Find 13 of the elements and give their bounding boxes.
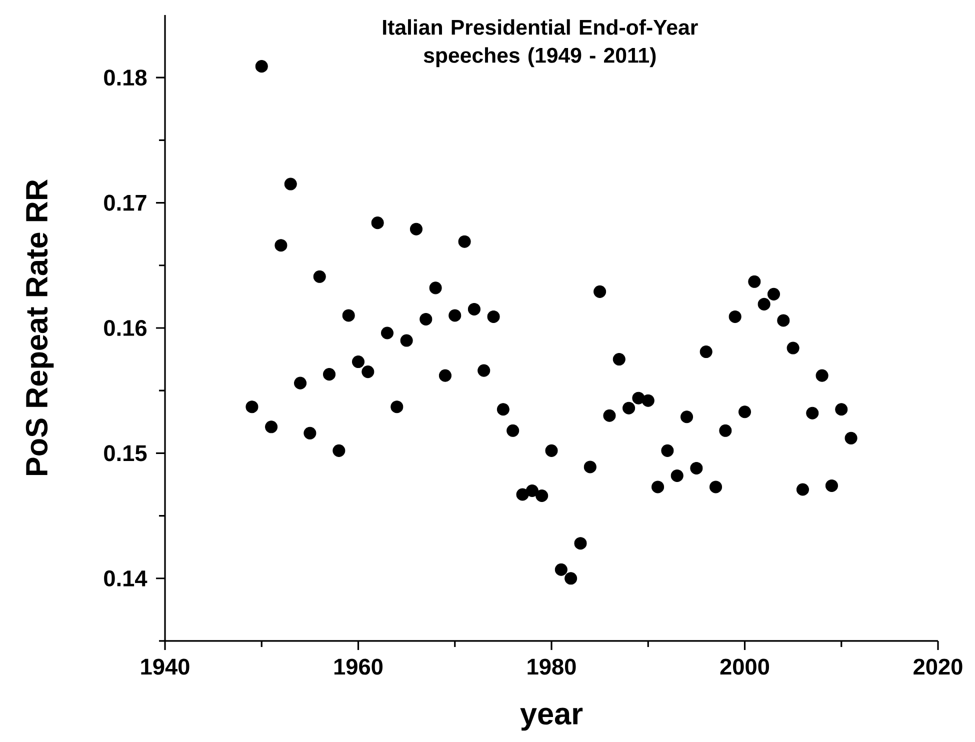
x-tick-label: 1980 <box>528 658 576 675</box>
x-tick-label: 1960 <box>334 658 383 675</box>
x-tick-label: 2000 <box>720 658 770 675</box>
y-tick-label: 0.14 <box>104 570 148 586</box>
y-axis-title: PoS Repeat Rate RR <box>26 180 54 476</box>
y-tick-label: 0.16 <box>104 320 146 336</box>
y-tick-label: 0.18 <box>104 70 147 86</box>
x-tick-label: 2020 <box>914 658 962 675</box>
x-tick-label: 1940 <box>141 658 190 675</box>
x-axis-title: year <box>520 708 583 731</box>
y-tick-label: 0.15 <box>104 445 147 462</box>
y-tick-label: 0.17 <box>104 194 146 211</box>
text: Italian Presidential End-of-Year speeches (1949 - 2011) <box>383 19 698 68</box>
